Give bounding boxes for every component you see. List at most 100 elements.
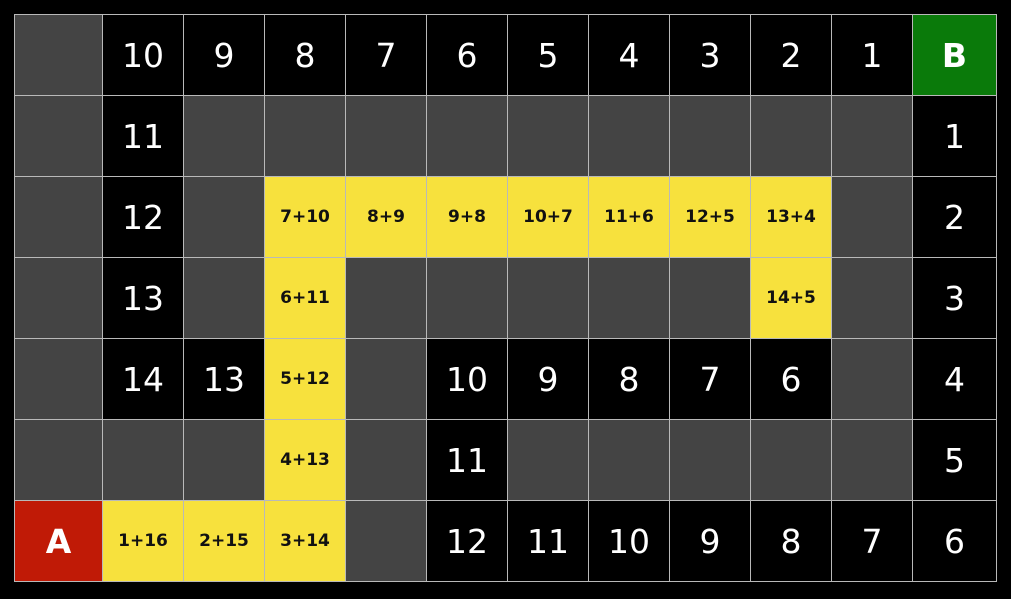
cell-label: 2+15: [199, 530, 249, 551]
count-cell[interactable]: 10: [588, 500, 670, 582]
empty-cell: [183, 95, 265, 177]
count-cell[interactable]: 2: [750, 14, 832, 96]
count-cell[interactable]: 11: [426, 419, 508, 501]
empty-cell: [588, 95, 670, 177]
cell-label: 11: [527, 521, 569, 561]
sum-cell[interactable]: 4+13: [264, 419, 346, 501]
count-cell[interactable]: 4: [912, 338, 997, 420]
count-cell[interactable]: 8: [264, 14, 346, 96]
count-cell[interactable]: 6: [426, 14, 508, 96]
cell-label: B: [941, 35, 968, 75]
count-cell[interactable]: 7: [831, 500, 913, 582]
empty-cell: [507, 257, 589, 339]
count-cell[interactable]: 6: [750, 338, 832, 420]
cell-label: 13: [122, 278, 164, 318]
count-cell[interactable]: 11: [507, 500, 589, 582]
sum-cell[interactable]: 5+12: [264, 338, 346, 420]
count-cell[interactable]: 8: [750, 500, 832, 582]
cell-label: 8: [618, 359, 640, 399]
empty-cell: [831, 95, 913, 177]
empty-cell: [669, 95, 751, 177]
cell-label: 2: [944, 197, 965, 237]
sum-cell[interactable]: 8+9: [345, 176, 427, 258]
empty-cell: [345, 419, 427, 501]
count-cell[interactable]: 8: [588, 338, 670, 420]
start-cell-a[interactable]: A: [14, 500, 103, 582]
grid-row: 11 1: [14, 95, 997, 177]
sum-cell[interactable]: 9+8: [426, 176, 508, 258]
count-cell[interactable]: 9: [507, 338, 589, 420]
cell-label: 8: [294, 35, 316, 75]
cell-label: 14+5: [766, 287, 816, 308]
count-cell[interactable]: 10: [426, 338, 508, 420]
grid-row: 12 7+10 8+9 9+8 10+7 11+6 12+5 13+4 2: [14, 176, 997, 258]
count-cell[interactable]: 11: [102, 95, 184, 177]
count-cell[interactable]: 10: [102, 14, 184, 96]
cell-label: 4: [618, 35, 640, 75]
cell-label: 12: [122, 197, 164, 237]
count-cell[interactable]: 6: [912, 500, 997, 582]
empty-cell: [14, 14, 103, 96]
cell-label: 3: [699, 35, 721, 75]
empty-cell: [102, 419, 184, 501]
empty-cell: [750, 95, 832, 177]
count-cell[interactable]: 1: [831, 14, 913, 96]
cell-label: 6: [944, 521, 965, 561]
count-cell[interactable]: 3: [912, 257, 997, 339]
grid-row: 10 9 8 7 6 5 4 3 2 1 B: [14, 14, 997, 96]
count-cell[interactable]: 12: [426, 500, 508, 582]
cell-label: 1: [861, 35, 883, 75]
sum-cell[interactable]: 10+7: [507, 176, 589, 258]
cell-label: 7: [861, 521, 883, 561]
sum-cell[interactable]: 2+15: [183, 500, 265, 582]
sum-cell[interactable]: 11+6: [588, 176, 670, 258]
cell-label: 10: [446, 359, 488, 399]
empty-cell: [831, 176, 913, 258]
empty-cell: [588, 257, 670, 339]
empty-cell: [831, 257, 913, 339]
sum-cell[interactable]: 12+5: [669, 176, 751, 258]
count-cell[interactable]: 4: [588, 14, 670, 96]
empty-cell: [345, 500, 427, 582]
empty-cell: [345, 338, 427, 420]
empty-cell: [507, 95, 589, 177]
cell-label: 6: [456, 35, 478, 75]
count-cell[interactable]: 1: [912, 95, 997, 177]
cell-label: 6+11: [280, 287, 330, 308]
sum-cell[interactable]: 6+11: [264, 257, 346, 339]
count-cell[interactable]: 13: [102, 257, 184, 339]
count-cell[interactable]: 2: [912, 176, 997, 258]
cell-label: 14: [122, 359, 164, 399]
empty-cell: [14, 176, 103, 258]
sum-cell[interactable]: 3+14: [264, 500, 346, 582]
count-cell[interactable]: 7: [669, 338, 751, 420]
sum-cell[interactable]: 7+10: [264, 176, 346, 258]
puzzle-grid: 10 9 8 7 6 5 4 3 2 1 B 11 1 12 7+10 8+9 9+8 10+7 11+6 12+5 1…: [14, 14, 997, 582]
empty-cell: [588, 419, 670, 501]
sum-cell[interactable]: 14+5: [750, 257, 832, 339]
cell-label: A: [45, 521, 72, 561]
cell-label: 2: [780, 35, 802, 75]
empty-cell: [426, 257, 508, 339]
count-cell[interactable]: 9: [669, 500, 751, 582]
count-cell[interactable]: 14: [102, 338, 184, 420]
count-cell[interactable]: 12: [102, 176, 184, 258]
empty-cell: [426, 95, 508, 177]
cell-label: 1: [944, 116, 965, 156]
count-cell[interactable]: 3: [669, 14, 751, 96]
sum-cell[interactable]: 13+4: [750, 176, 832, 258]
goal-cell-b[interactable]: B: [912, 14, 997, 96]
empty-cell: [669, 257, 751, 339]
cell-label: 13: [203, 359, 245, 399]
count-cell[interactable]: 5: [912, 419, 997, 501]
grid-row: 4+13 11 5: [14, 419, 997, 501]
count-cell[interactable]: 9: [183, 14, 265, 96]
count-cell[interactable]: 5: [507, 14, 589, 96]
sum-cell[interactable]: 1+16: [102, 500, 184, 582]
empty-cell: [507, 419, 589, 501]
cell-label: 11: [446, 440, 488, 480]
count-cell[interactable]: 7: [345, 14, 427, 96]
count-cell[interactable]: 13: [183, 338, 265, 420]
cell-label: 6: [780, 359, 802, 399]
